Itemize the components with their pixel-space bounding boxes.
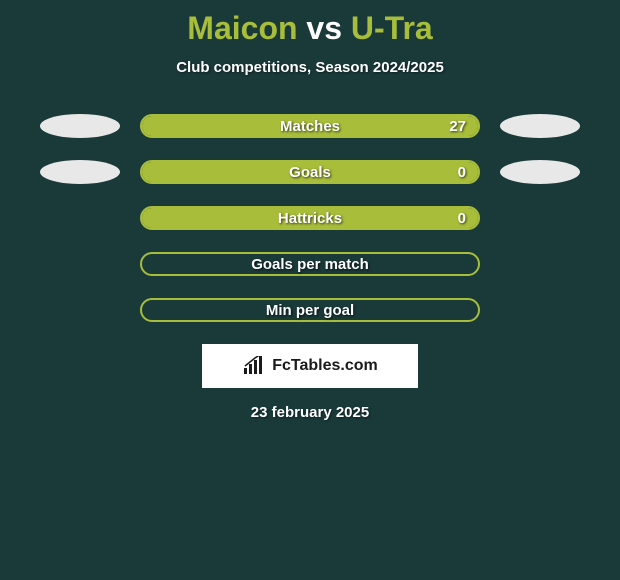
stats-rows: Matches 27 Goals 0 Hattricks 0 Goals per match… — [0, 114, 620, 322]
stat-label: Goals — [289, 164, 331, 181]
stat-row: Goals 0 — [0, 160, 620, 184]
right-disc — [500, 114, 580, 138]
stat-bar: Hattricks 0 — [140, 206, 480, 230]
stat-row: Goals per match — [0, 252, 620, 276]
stat-bar: Matches 27 — [140, 114, 480, 138]
branding-badge: FcTables.com — [202, 344, 418, 388]
stat-row: Matches 27 — [0, 114, 620, 138]
stat-row: Hattricks 0 — [0, 206, 620, 230]
stat-label: Goals per match — [251, 256, 369, 273]
stat-row: Min per goal — [0, 298, 620, 322]
page-title: Maicon vs U-Tra — [0, 0, 620, 47]
stat-value: 0 — [458, 210, 466, 227]
player1-name: Maicon — [187, 10, 297, 46]
stat-label: Matches — [280, 118, 340, 135]
stat-label: Min per goal — [266, 302, 354, 319]
stat-value: 0 — [458, 164, 466, 181]
stat-bar: Goals 0 — [140, 160, 480, 184]
stat-bar: Min per goal — [140, 298, 480, 322]
stat-value: 27 — [449, 118, 466, 135]
date-stamp: 23 february 2025 — [0, 404, 620, 421]
chart-icon — [242, 356, 266, 376]
left-disc — [40, 114, 120, 138]
left-disc — [40, 160, 120, 184]
branding-text: FcTables.com — [272, 357, 378, 375]
stat-label: Hattricks — [278, 210, 342, 227]
vs-text: vs — [306, 10, 342, 46]
stat-bar: Goals per match — [140, 252, 480, 276]
subtitle: Club competitions, Season 2024/2025 — [0, 59, 620, 76]
right-disc — [500, 160, 580, 184]
player2-name: U-Tra — [351, 10, 433, 46]
